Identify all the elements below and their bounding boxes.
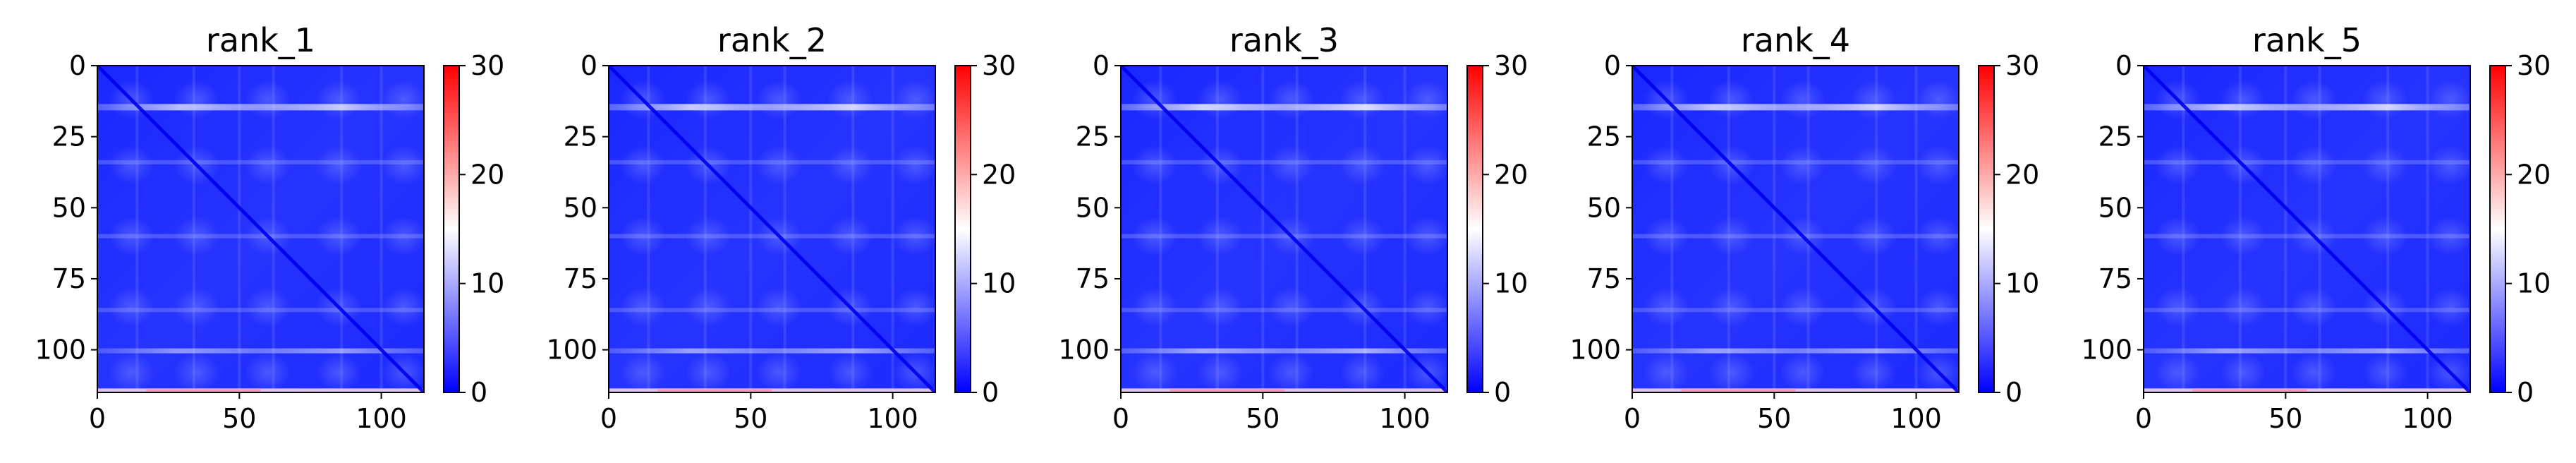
y-tick-label: 0 (581, 50, 597, 81)
colorbar-tick-label: 20 (2517, 159, 2551, 190)
y-tick-label: 25 (52, 121, 86, 152)
plot-frame (2143, 65, 2471, 393)
y-tick-label: 75 (2098, 263, 2132, 294)
plot-frame (1632, 65, 1960, 393)
panel-title: rank_1 (206, 21, 315, 59)
colorbar (443, 65, 460, 393)
colorbar-tick-label: 10 (1494, 268, 1528, 299)
x-tick-label: 50 (1246, 403, 1280, 434)
panel-title: rank_4 (1741, 21, 1850, 59)
heatmap-image (97, 66, 424, 392)
heatmap-image (1632, 66, 1959, 392)
x-tick-label: 100 (1890, 403, 1942, 434)
colorbar-tick-label: 0 (470, 377, 487, 408)
x-tick-label: 0 (600, 403, 617, 434)
heatmap-panel-2: rank_2 0 25 50 75 100 0 50 100 0 10 20 30 (546, 21, 1016, 434)
colorbar-tick-label: 10 (982, 268, 1016, 299)
y-tick-label: 75 (1076, 263, 1110, 294)
panel-title: rank_5 (2252, 21, 2362, 59)
x-tick-label: 50 (222, 403, 256, 434)
plot-frame (97, 65, 425, 393)
panel-title: rank_3 (1229, 21, 1339, 59)
y-tick-label: 0 (69, 50, 86, 81)
x-tick-label: 50 (1757, 403, 1791, 434)
x-tick-label: 100 (867, 403, 918, 434)
y-tick-label: 100 (2081, 335, 2132, 366)
colorbar-tick-label: 0 (982, 377, 999, 408)
y-tick-label: 75 (564, 263, 597, 294)
colorbar (1466, 65, 1483, 393)
colorbar-tick-label: 30 (2517, 50, 2551, 81)
colorbar-tick-label: 10 (2005, 268, 2039, 299)
colorbar-tick-label: 20 (1494, 159, 1528, 190)
heatmap-image (2144, 66, 2470, 392)
plot-frame (1120, 65, 1448, 393)
heatmap-image (1121, 66, 1447, 392)
colorbar-tick-label: 10 (470, 268, 504, 299)
y-tick-label: 25 (564, 121, 597, 152)
y-tick-label: 50 (52, 192, 86, 223)
colorbar (954, 65, 971, 393)
x-tick-label: 0 (1624, 403, 1641, 434)
x-tick-label: 50 (2268, 403, 2302, 434)
colorbar-tick-label: 10 (2517, 268, 2551, 299)
colorbar-tick-label: 20 (982, 159, 1016, 190)
colorbar-tick-label: 30 (2005, 50, 2039, 81)
heatmap-panel-5: rank_5 0 25 50 75 100 0 50 100 0 10 20 30 (2081, 21, 2551, 434)
y-tick-label: 25 (2098, 121, 2132, 152)
colorbar-tick-label: 30 (982, 50, 1016, 81)
x-tick-label: 100 (2402, 403, 2453, 434)
y-tick-label: 0 (1604, 50, 1621, 81)
colorbar-tick-label: 0 (1494, 377, 1511, 408)
colorbar-tick-label: 0 (2005, 377, 2022, 408)
x-tick-label: 0 (2135, 403, 2152, 434)
x-tick-label: 50 (734, 403, 767, 434)
y-tick-label: 0 (1093, 50, 1110, 81)
y-tick-label: 50 (1076, 192, 1110, 223)
x-tick-label: 0 (89, 403, 106, 434)
y-tick-label: 50 (564, 192, 597, 223)
x-tick-label: 100 (356, 403, 407, 434)
y-tick-label: 100 (1569, 335, 1621, 366)
colorbar-tick-label: 20 (470, 159, 504, 190)
y-tick-label: 25 (1587, 121, 1621, 152)
heatmap-image (609, 66, 935, 392)
colorbar (2489, 65, 2506, 393)
x-tick-label: 100 (1379, 403, 1430, 434)
colorbar-tick-label: 20 (2005, 159, 2039, 190)
y-tick-label: 75 (52, 263, 86, 294)
panel-title: rank_2 (717, 21, 827, 59)
y-tick-label: 100 (35, 335, 86, 366)
plot-frame (608, 65, 936, 393)
y-tick-label: 50 (2098, 192, 2132, 223)
heatmap-panel-3: rank_3 0 25 50 75 100 0 50 100 0 10 20 30 (1058, 21, 1528, 434)
colorbar (1978, 65, 1995, 393)
y-tick-label: 75 (1587, 263, 1621, 294)
heatmap-panel-1: rank_1 0 25 50 75 100 0 50 100 0 10 20 30 (35, 21, 504, 434)
y-tick-label: 50 (1587, 192, 1621, 223)
x-tick-label: 0 (1112, 403, 1129, 434)
colorbar-tick-label: 0 (2517, 377, 2534, 408)
y-tick-label: 100 (1058, 335, 1110, 366)
heatmap-panel-4: rank_4 0 25 50 75 100 0 50 100 0 10 20 30 (1569, 21, 2039, 434)
colorbar-tick-label: 30 (470, 50, 504, 81)
y-tick-label: 100 (546, 335, 597, 366)
y-tick-label: 0 (2115, 50, 2132, 81)
y-tick-label: 25 (1076, 121, 1110, 152)
colorbar-tick-label: 30 (1494, 50, 1528, 81)
